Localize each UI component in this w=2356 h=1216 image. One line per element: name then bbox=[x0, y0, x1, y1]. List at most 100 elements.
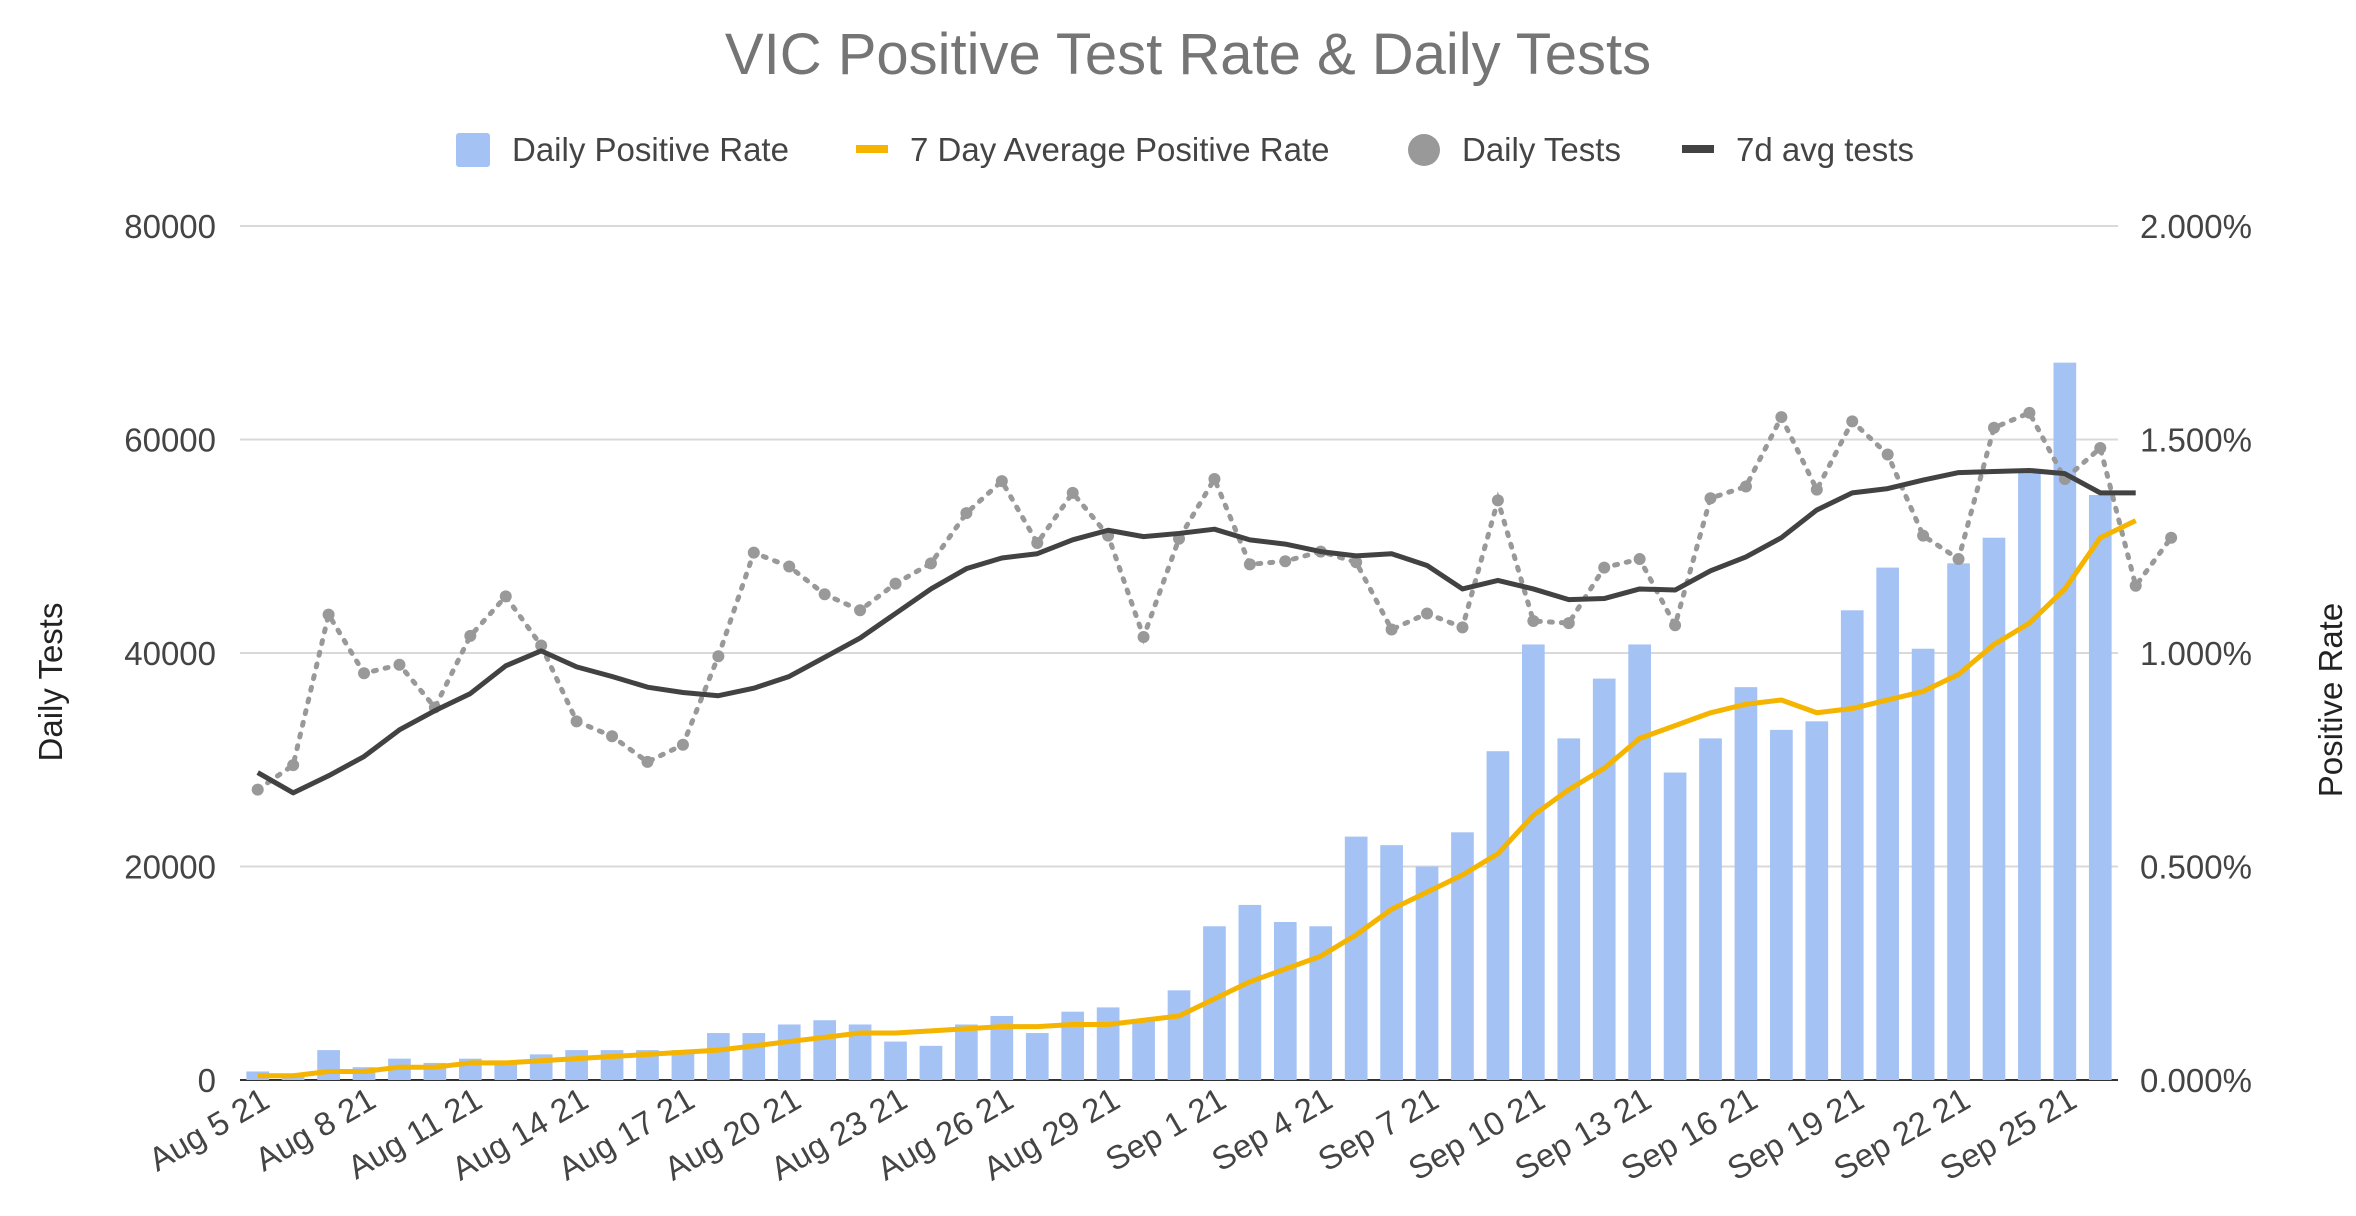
data-point bbox=[2129, 579, 2142, 592]
legend-item-daily-tests[interactable]: Daily Tests bbox=[1408, 131, 1621, 168]
bar bbox=[1273, 922, 1297, 1080]
data-point bbox=[1421, 607, 1434, 620]
data-point bbox=[2094, 442, 2107, 455]
data-point bbox=[960, 507, 973, 520]
bar bbox=[848, 1024, 872, 1080]
data-point bbox=[393, 658, 406, 671]
data-point bbox=[641, 755, 654, 768]
bar bbox=[494, 1062, 518, 1080]
legend: Daily Positive Rate 7 Day Average Positi… bbox=[456, 131, 1914, 168]
data-point bbox=[1775, 411, 1788, 424]
data-point bbox=[1279, 555, 1292, 568]
series-daily-positive-rate bbox=[246, 362, 2112, 1080]
bar bbox=[2088, 495, 2112, 1080]
data-point bbox=[818, 588, 831, 601]
avg-rate-line bbox=[257, 518, 2137, 1079]
data-point bbox=[1739, 480, 1752, 493]
bar bbox=[317, 1050, 340, 1080]
series-7-day-average-positive-rate bbox=[257, 518, 2137, 1079]
data-point bbox=[1527, 614, 1540, 627]
data-point bbox=[535, 639, 548, 652]
y-right-tick-label: 0.000% bbox=[2140, 1062, 2252, 1099]
data-point bbox=[1952, 553, 1965, 566]
bar bbox=[1699, 738, 1722, 1080]
data-point bbox=[251, 783, 264, 796]
bar bbox=[742, 1033, 766, 1080]
bar bbox=[1770, 729, 1793, 1080]
y-right-axis-title: Positive Rate bbox=[2312, 603, 2349, 797]
data-point bbox=[995, 475, 1008, 488]
y-right-tick-label: 0.500% bbox=[2140, 849, 2252, 886]
data-point bbox=[712, 650, 725, 663]
data-point bbox=[464, 629, 477, 642]
bar bbox=[1238, 904, 1262, 1080]
data-point bbox=[499, 590, 512, 603]
legend-swatch-dot bbox=[1408, 134, 1440, 166]
bar bbox=[707, 1033, 730, 1080]
bar bbox=[919, 1045, 943, 1080]
data-point bbox=[924, 557, 937, 570]
data-point bbox=[1881, 448, 1894, 461]
data-point bbox=[1137, 630, 1150, 643]
chart-title: VIC Positive Test Rate & Daily Tests bbox=[725, 22, 1651, 87]
data-point bbox=[1846, 415, 1859, 428]
bar bbox=[1167, 990, 1191, 1080]
series-7d-avg-tests bbox=[256, 467, 2136, 796]
legend-swatch-line bbox=[856, 145, 888, 153]
data-point bbox=[1598, 561, 1611, 574]
legend-label: Daily Positive Rate bbox=[512, 131, 789, 168]
bar bbox=[1486, 751, 1510, 1080]
legend-item-daily-positive-rate[interactable]: Daily Positive Rate bbox=[456, 131, 789, 168]
bar bbox=[777, 1024, 801, 1080]
bar bbox=[1628, 644, 1651, 1080]
legend-item-7-day-average-positive-rate[interactable]: 7 Day Average Positive Rate bbox=[856, 131, 1329, 168]
data-point bbox=[322, 608, 335, 621]
data-point bbox=[854, 604, 867, 617]
bar bbox=[1132, 1020, 1155, 1080]
bar bbox=[2053, 362, 2077, 1080]
data-point bbox=[1917, 529, 1930, 542]
y-left-tick-label: 20000 bbox=[124, 849, 216, 886]
bar bbox=[1557, 738, 1581, 1080]
data-point bbox=[1810, 483, 1823, 496]
bar bbox=[955, 1024, 978, 1080]
data-point bbox=[2165, 531, 2178, 544]
data-point bbox=[606, 730, 619, 743]
data-point bbox=[358, 667, 371, 680]
data-point bbox=[2023, 406, 2036, 419]
legend-swatch-bar bbox=[456, 133, 490, 167]
legend-item-7d-avg-tests[interactable]: 7d avg tests bbox=[1682, 131, 1914, 168]
data-point bbox=[1987, 421, 2000, 434]
data-point bbox=[1385, 623, 1398, 636]
legend-label: 7 Day Average Positive Rate bbox=[910, 131, 1329, 168]
avg-tests-line bbox=[256, 467, 2136, 796]
bar bbox=[813, 1020, 836, 1080]
y-right-tick-label: 1.000% bbox=[2140, 635, 2252, 672]
data-point bbox=[676, 738, 689, 751]
bar bbox=[671, 1050, 695, 1080]
y-left-tick-label: 40000 bbox=[124, 635, 216, 672]
bar bbox=[1025, 1033, 1049, 1080]
bar bbox=[2018, 469, 2041, 1080]
bar bbox=[1203, 926, 1226, 1080]
y-left-axis-title: Daily Tests bbox=[32, 603, 69, 762]
bar bbox=[1415, 866, 1439, 1080]
bar bbox=[636, 1050, 659, 1080]
bar bbox=[990, 1015, 1014, 1080]
bar bbox=[1982, 537, 2006, 1080]
bar bbox=[1522, 644, 1545, 1080]
x-tick-label: Sep 1 21 bbox=[1099, 1080, 1232, 1178]
y-left-tick-label: 80000 bbox=[124, 208, 216, 245]
bar bbox=[1876, 567, 1900, 1080]
data-point bbox=[1491, 494, 1504, 507]
y-right-tick-label: 1.500% bbox=[2140, 422, 2252, 459]
bar bbox=[1380, 845, 1403, 1080]
data-point bbox=[1066, 486, 1079, 499]
bar bbox=[1344, 836, 1368, 1080]
bar bbox=[1309, 926, 1333, 1080]
data-point bbox=[747, 546, 760, 559]
legend-swatch-line bbox=[1682, 145, 1714, 153]
y-left-tick-label: 60000 bbox=[124, 422, 216, 459]
